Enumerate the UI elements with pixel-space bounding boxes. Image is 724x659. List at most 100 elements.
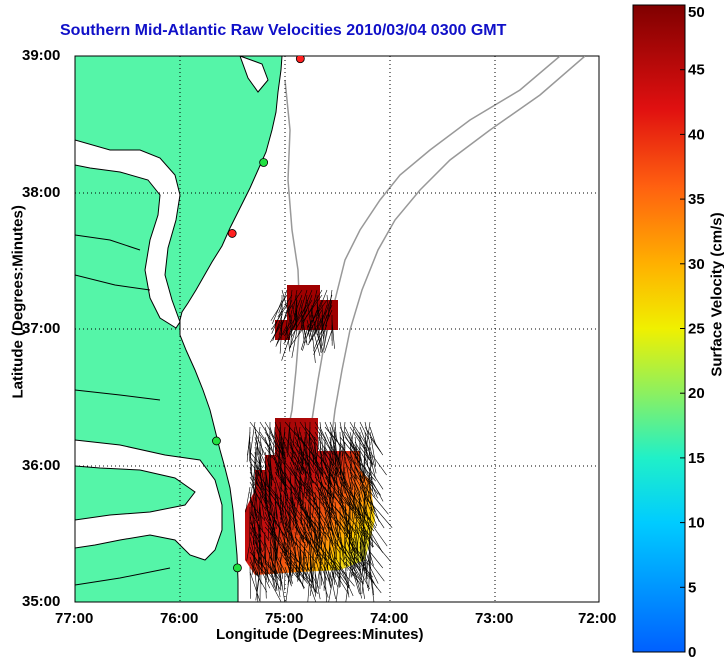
velocity-vector: [369, 521, 388, 547]
velocity-vector: [339, 541, 362, 570]
velocity-vector: [300, 329, 308, 350]
velocity-vector: [303, 516, 306, 543]
velocity-vector: [354, 556, 373, 578]
velocity-vector: [287, 426, 291, 457]
velocity-vector: [369, 506, 385, 529]
velocity-vector: [294, 471, 312, 493]
velocity-vector: [364, 476, 379, 495]
velocity-vector: [362, 501, 366, 537]
velocity-vector: [326, 466, 331, 498]
velocity-vector: [364, 521, 383, 553]
velocity-vector: [306, 541, 311, 576]
chesapeake-bay: [75, 139, 181, 329]
velocity-vector: [364, 466, 378, 499]
velocity-vector: [309, 561, 316, 596]
velocity-vector: [276, 324, 288, 345]
velocity-vector: [279, 299, 293, 330]
velocity-vector: [255, 566, 261, 601]
y-tick: 37:00: [22, 320, 61, 337]
velocity-vector: [302, 541, 306, 561]
velocity-vector: [269, 491, 280, 508]
velocity-vector: [324, 546, 342, 578]
velocity-vector: [284, 501, 299, 523]
velocity-vector: [304, 446, 312, 476]
velocity-vector: [286, 299, 292, 326]
velocity-vector: [270, 294, 288, 321]
velocity-vector: [299, 531, 312, 548]
velocity-vector: [339, 441, 346, 475]
velocity-vector: [276, 451, 281, 476]
colorbar-label: Surface Velocity (cm/s): [708, 212, 724, 377]
velocity-vector: [344, 571, 350, 598]
velocity-vector: [287, 566, 291, 586]
velocity-vector: [286, 521, 291, 553]
velocity-vector: [369, 566, 375, 596]
velocity-vector: [324, 491, 332, 518]
velocity-vector: [318, 531, 321, 553]
velocity-vector: [264, 536, 266, 561]
river: [75, 234, 141, 251]
velocity-vector: [288, 501, 291, 528]
velocity-vector: [315, 431, 321, 463]
velocity-vector: [364, 446, 373, 466]
velocity-vector: [329, 521, 336, 545]
velocity-vector: [364, 461, 384, 490]
velocity-vector: [342, 446, 346, 482]
velocity-vector: [361, 566, 366, 595]
velocity-vector: [269, 546, 275, 575]
velocity-vector: [316, 309, 328, 328]
velocity-vector: [329, 451, 336, 481]
velocity-vector: [369, 496, 380, 522]
velocity-vector: [254, 471, 263, 491]
x-axis-label: Longitude (Degrees:Minutes): [216, 626, 424, 643]
velocity-vector: [279, 466, 292, 487]
velocity-vector: [359, 551, 364, 573]
velocity-vector: [344, 486, 362, 519]
velocity-vector: [264, 441, 277, 457]
velocity-vector: [369, 501, 393, 528]
velocity-vector: [307, 496, 311, 516]
velocity-vector: [339, 466, 353, 496]
pamlico-sound: [75, 439, 223, 561]
velocity-vector: [304, 431, 309, 468]
velocity-vector: [311, 496, 316, 518]
velocity-vector: [349, 566, 361, 586]
velocity-vector: [334, 451, 338, 475]
velocity-vector: [284, 546, 291, 565]
velocity-vector: [315, 536, 321, 563]
velocity-vector: [271, 304, 288, 330]
velocity-vector: [359, 566, 365, 599]
velocity-vector: [274, 571, 278, 591]
velocity-vector: [272, 314, 283, 341]
velocity-vector: [254, 566, 262, 585]
velocity-vector: [271, 511, 276, 536]
velocity-vector: [309, 304, 313, 337]
velocity-vector: [279, 571, 286, 602]
velocity-vector: [289, 536, 298, 562]
velocity-vector: [274, 476, 283, 498]
velocity-vector: [357, 491, 361, 519]
velocity-vector: [309, 536, 315, 570]
x-tick: 74:00: [370, 610, 409, 627]
velocity-vector: [296, 426, 301, 448]
velocity-vector: [249, 536, 257, 564]
velocity-vector: [334, 446, 345, 480]
velocity-vector: [259, 546, 262, 568]
velocity-vector: [341, 421, 346, 456]
velocity-vector: [284, 466, 287, 487]
velocity-vector: [307, 329, 318, 346]
velocity-vector: [285, 309, 293, 335]
station-marker: [233, 563, 242, 573]
colorbar-tick-label: 40: [688, 126, 705, 143]
velocity-vector: [279, 556, 283, 579]
velocity-vector: [345, 571, 351, 602]
velocity-vector: [344, 551, 360, 579]
velocity-vector: [359, 436, 370, 460]
velocity-vector: [311, 329, 316, 363]
velocity-vector: [334, 511, 341, 531]
velocity-vector: [308, 481, 311, 503]
velocity-vector: [369, 451, 387, 476]
velocity-vector: [316, 324, 322, 354]
velocity-vector: [321, 541, 326, 564]
velocity-vector: [249, 571, 261, 602]
